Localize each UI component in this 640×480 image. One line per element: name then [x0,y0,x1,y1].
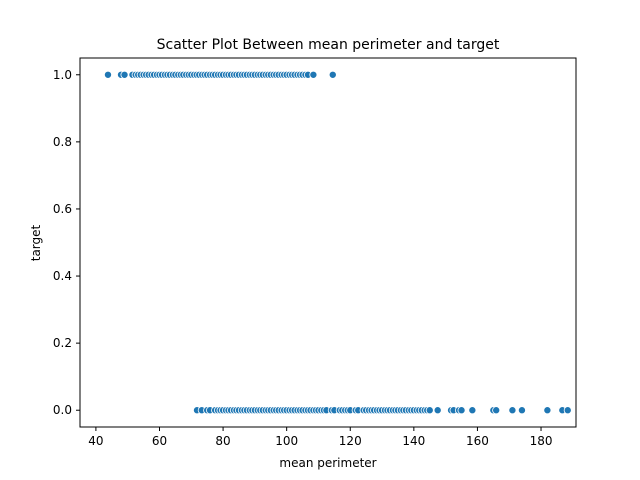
scatter-point [517,406,526,415]
scatter-point [508,406,517,415]
x-axis: 40 60 80 100 120 140 160 180 [88,427,552,448]
x-axis-label: mean perimeter [279,456,376,470]
x-tick-label: 60 [152,434,167,448]
y-tick-label: 0.4 [53,269,72,283]
y-tick-label: 0.6 [53,202,72,216]
x-tick-label: 80 [215,434,230,448]
x-tick-label: 140 [402,434,425,448]
x-tick-label: 180 [530,434,553,448]
y-tick-label: 1.0 [53,68,72,82]
scatter-point [120,70,129,79]
scatter-point [103,70,112,79]
scatter-point [425,406,434,415]
y-tick-label: 0.0 [53,403,72,417]
x-tick-label: 40 [88,434,103,448]
scatter-point [309,70,318,79]
y-tick-label: 0.2 [53,336,72,350]
scatter-point [468,406,477,415]
y-tick-label: 0.8 [53,135,72,149]
x-tick-label: 100 [275,434,298,448]
scatter-point [492,406,501,415]
y-axis-label: target [29,224,43,261]
y-axis: 0.0 0.2 0.4 0.6 0.8 1.0 [53,68,80,417]
x-tick-label: 120 [339,434,362,448]
scatter-point [328,70,337,79]
data-points [103,70,572,415]
scatter-point [563,406,572,415]
scatter-point [457,406,466,415]
scatter-point [543,406,552,415]
chart-title: Scatter Plot Between mean perimeter and … [157,37,500,53]
plot-frame [79,57,577,428]
x-tick-label: 160 [466,434,489,448]
scatter-point [433,406,442,415]
